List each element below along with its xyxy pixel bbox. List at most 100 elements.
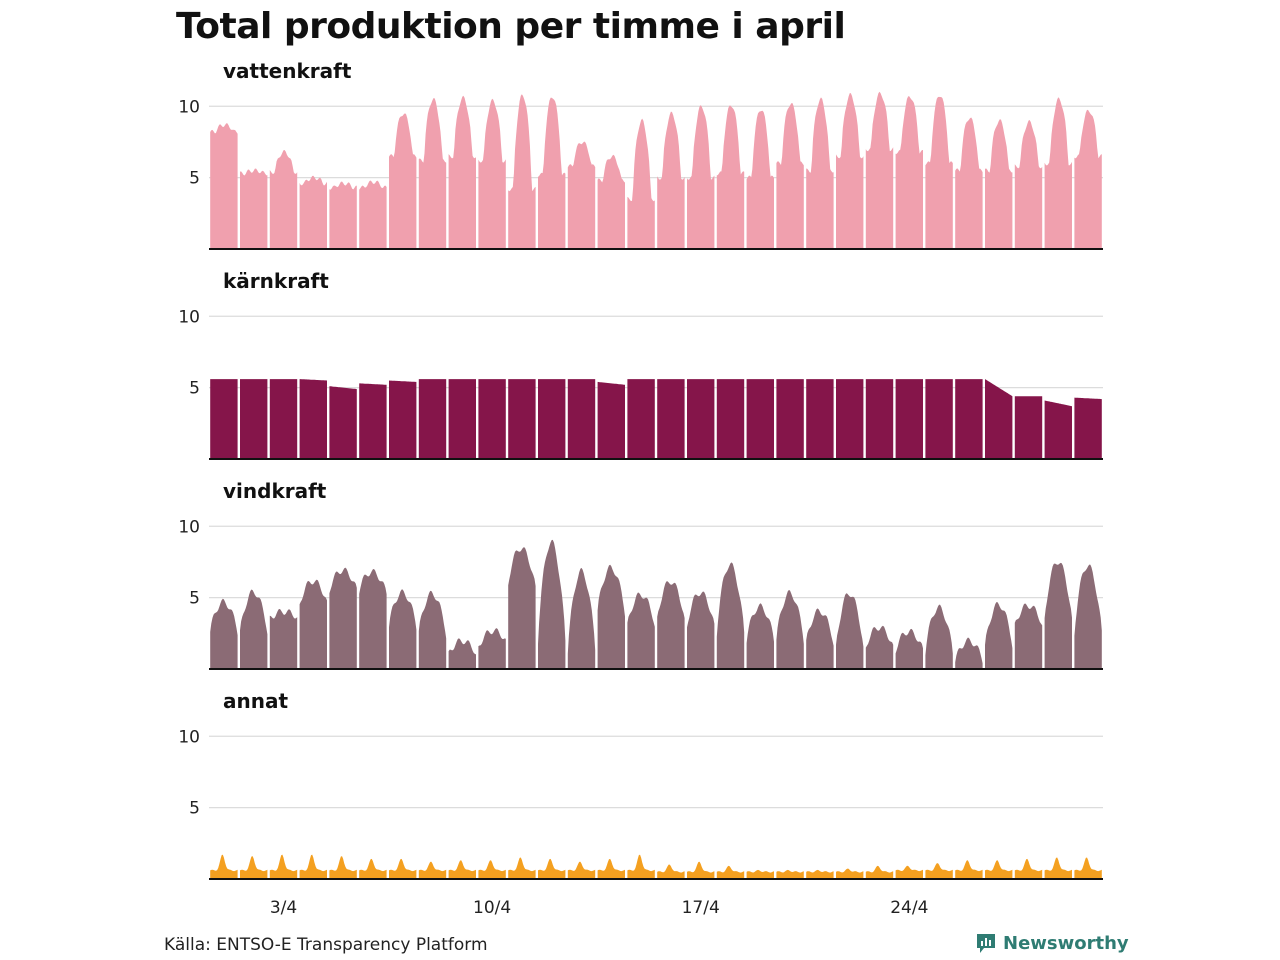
area-day bbox=[329, 386, 357, 459]
panel-label: vindkraft bbox=[223, 479, 327, 503]
area-day bbox=[925, 96, 953, 250]
area-day bbox=[240, 379, 268, 459]
x-tick-label: 24/4 bbox=[890, 898, 928, 918]
area-day bbox=[597, 381, 625, 459]
area-day bbox=[448, 860, 476, 879]
area-day bbox=[538, 97, 566, 249]
area-day bbox=[567, 141, 596, 249]
area-day bbox=[895, 379, 923, 459]
area-day bbox=[478, 379, 506, 459]
area-day bbox=[389, 589, 417, 669]
area-day bbox=[597, 564, 625, 669]
area-day bbox=[687, 379, 715, 459]
area-day bbox=[597, 858, 625, 879]
area-day bbox=[716, 865, 745, 879]
x-tick-label: 17/4 bbox=[682, 898, 720, 918]
area-day bbox=[210, 379, 238, 459]
area-day bbox=[508, 94, 536, 249]
area-day bbox=[299, 379, 327, 459]
area-day bbox=[806, 608, 834, 669]
area-day bbox=[567, 861, 596, 879]
area-day bbox=[389, 380, 417, 459]
area-day bbox=[567, 379, 596, 459]
area-day bbox=[895, 865, 923, 879]
area-day bbox=[329, 181, 357, 249]
area-day bbox=[746, 869, 774, 879]
area-day bbox=[865, 379, 894, 459]
panel-label: annat bbox=[223, 689, 288, 713]
area-day bbox=[567, 567, 596, 669]
panel-3: 5 10 annat bbox=[178, 689, 1103, 880]
area-day bbox=[836, 868, 864, 879]
area-day bbox=[955, 637, 983, 669]
area-day bbox=[299, 579, 327, 669]
area-day bbox=[716, 105, 745, 249]
area-day bbox=[657, 864, 685, 879]
source-note: Källa: ENTSO-E Transparency Platform bbox=[164, 935, 488, 955]
area-day bbox=[865, 865, 894, 879]
panel-1: 5 10 kärnkraft bbox=[178, 269, 1103, 460]
area-day bbox=[1014, 120, 1043, 249]
area-day bbox=[985, 602, 1013, 669]
area-day bbox=[1044, 562, 1072, 669]
area-day bbox=[359, 180, 387, 249]
area-day bbox=[538, 379, 566, 459]
area-day bbox=[895, 628, 923, 669]
area-day bbox=[389, 113, 417, 249]
area-day bbox=[240, 856, 268, 879]
area-day bbox=[508, 547, 536, 669]
y-tick-label: 5 bbox=[189, 379, 200, 399]
newsworthy-logo-icon bbox=[977, 934, 995, 953]
area-day bbox=[925, 863, 953, 879]
area-day bbox=[269, 854, 298, 879]
area-day bbox=[359, 383, 387, 459]
area-day bbox=[776, 379, 804, 459]
area-day bbox=[776, 589, 804, 669]
area-day bbox=[865, 91, 894, 249]
area-day bbox=[895, 96, 923, 249]
chart-title: Total produktion per timme i april bbox=[176, 6, 846, 47]
area-day bbox=[508, 379, 536, 459]
panel-label: kärnkraft bbox=[223, 269, 329, 293]
area-day bbox=[925, 604, 953, 669]
area-day bbox=[1074, 109, 1102, 250]
area-day bbox=[299, 854, 327, 879]
area-day bbox=[806, 379, 834, 459]
area-day bbox=[687, 861, 715, 879]
area-day bbox=[657, 581, 685, 669]
x-tick-label: 10/4 bbox=[473, 898, 511, 918]
x-tick-label: 3/4 bbox=[270, 898, 297, 918]
area-day bbox=[657, 111, 685, 249]
area-day bbox=[985, 860, 1013, 879]
area-day bbox=[1074, 397, 1102, 459]
area-day bbox=[657, 379, 685, 459]
area-day bbox=[836, 593, 864, 669]
y-tick-label: 10 bbox=[178, 517, 200, 537]
area-day bbox=[418, 861, 447, 879]
area-day bbox=[1014, 858, 1043, 879]
area-day bbox=[418, 379, 447, 459]
area-day bbox=[299, 175, 327, 249]
y-tick-label: 10 bbox=[178, 97, 200, 117]
area-day bbox=[746, 603, 774, 669]
area-day bbox=[448, 95, 476, 249]
area-day bbox=[478, 98, 506, 249]
y-tick-label: 10 bbox=[178, 307, 200, 327]
area-day bbox=[836, 93, 864, 249]
area-day bbox=[1074, 564, 1102, 669]
y-tick-label: 5 bbox=[189, 799, 200, 819]
area-day bbox=[478, 860, 506, 879]
area-day bbox=[627, 379, 655, 459]
area-day bbox=[776, 869, 804, 879]
area-day bbox=[1044, 400, 1072, 459]
area-day bbox=[806, 97, 834, 250]
area-day bbox=[418, 98, 447, 249]
area-day bbox=[448, 379, 476, 459]
panel-2: 5 10 vindkraft bbox=[178, 479, 1103, 670]
y-tick-label: 10 bbox=[178, 727, 200, 747]
area-day bbox=[1074, 857, 1102, 879]
brand-name: Newsworthy bbox=[1003, 932, 1129, 954]
area-day bbox=[269, 150, 298, 249]
area-day bbox=[806, 869, 834, 879]
